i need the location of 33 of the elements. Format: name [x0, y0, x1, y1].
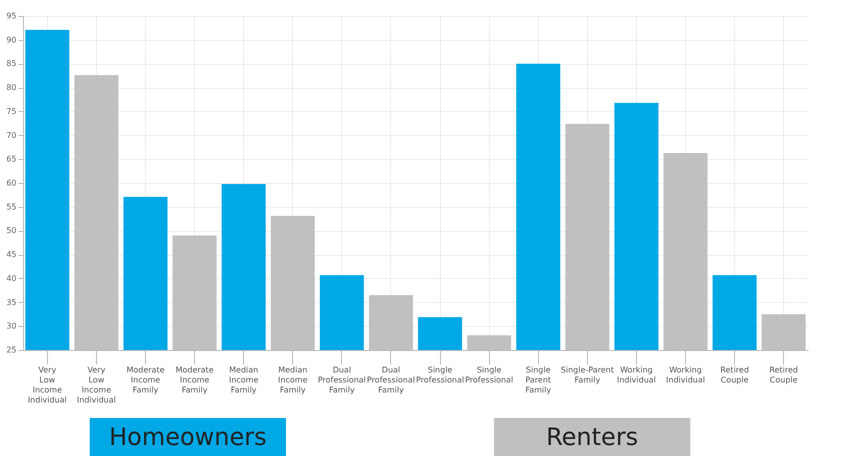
x-tick-label: Working Individual: [616, 366, 656, 384]
y-tick-label: 60: [6, 178, 16, 188]
x-tick-label: Single Professional: [416, 366, 464, 384]
x-tick-label: Single Parent Family: [525, 366, 552, 394]
y-tick-label: 45: [6, 250, 16, 260]
x-tick-label: Retired Couple: [720, 366, 749, 384]
y-tick-label: 40: [6, 274, 16, 283]
y-tick-label: 65: [6, 154, 16, 164]
y-tick-label: 70: [6, 130, 16, 140]
x-tick-label: Very Low Income Individual: [76, 366, 116, 404]
y-tick-label: 25: [6, 346, 16, 354]
y-tick-label: 80: [6, 83, 16, 92]
y-tick-label: 75: [6, 106, 16, 116]
x-tick-label: Median Income Family: [228, 366, 258, 394]
x-tick-label: Moderate Income Family: [176, 366, 214, 394]
x-tick-label: Very Low Income Individual: [28, 366, 67, 404]
text: Renters: [546, 423, 638, 451]
x-tick-label: Dual Professional Family: [318, 366, 366, 394]
x-tick-label: Dual Professional Family: [366, 366, 415, 394]
y-tick-label: 55: [6, 202, 16, 212]
y-tick-label: 50: [6, 226, 16, 236]
y-tick-label: 30: [6, 322, 16, 331]
y-tick-label: 85: [6, 59, 16, 68]
x-tick-label: Retired Couple: [769, 366, 798, 384]
x-tick-label: Single Professional: [465, 366, 514, 384]
y-tick-label: 90: [6, 35, 16, 44]
x-tick-label: Moderate Income Family: [126, 366, 165, 394]
x-tick-label: Working Individual: [666, 366, 705, 384]
y-tick-label: 95: [6, 12, 16, 20]
y-tick-label: 35: [6, 298, 16, 307]
text: Homeowners: [109, 423, 267, 451]
x-tick-label: Median Income Family: [278, 366, 308, 394]
x-tick-label: Single-Parent Family: [560, 366, 614, 384]
